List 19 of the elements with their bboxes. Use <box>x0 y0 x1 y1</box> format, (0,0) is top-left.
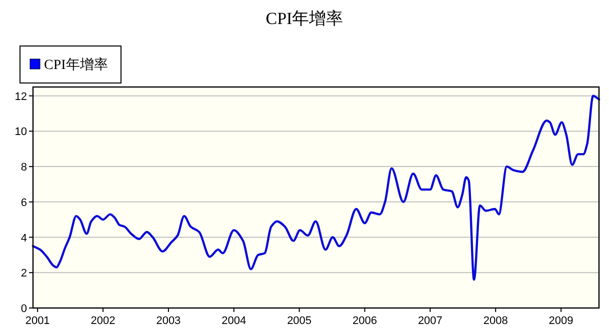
y-tick-label: 4 <box>20 232 27 244</box>
y-tick-label: 0 <box>20 303 27 315</box>
y-tick-label: 8 <box>20 162 27 174</box>
chart-title: CPI年增率 <box>266 9 344 28</box>
x-tick-label: 2008 <box>483 315 508 327</box>
y-tick-label: 12 <box>14 90 27 103</box>
legend: CPI年增率 <box>20 46 122 84</box>
x-tick-label: 2001 <box>25 315 50 327</box>
x-tick-label: 2004 <box>222 315 246 327</box>
x-tick-label: 2006 <box>352 315 377 327</box>
y-tick-label: 10 <box>14 126 27 138</box>
x-tick-label: 2005 <box>287 315 312 327</box>
x-tick-label: 2009 <box>548 315 574 327</box>
x-tick-label: 2002 <box>90 315 116 327</box>
x-tick-label: 2003 <box>156 315 181 327</box>
line-series <box>32 94 600 281</box>
y-tick-label: 6 <box>20 196 27 209</box>
x-tick-label: 2007 <box>418 315 442 327</box>
y-tick-label: 2 <box>20 268 27 280</box>
